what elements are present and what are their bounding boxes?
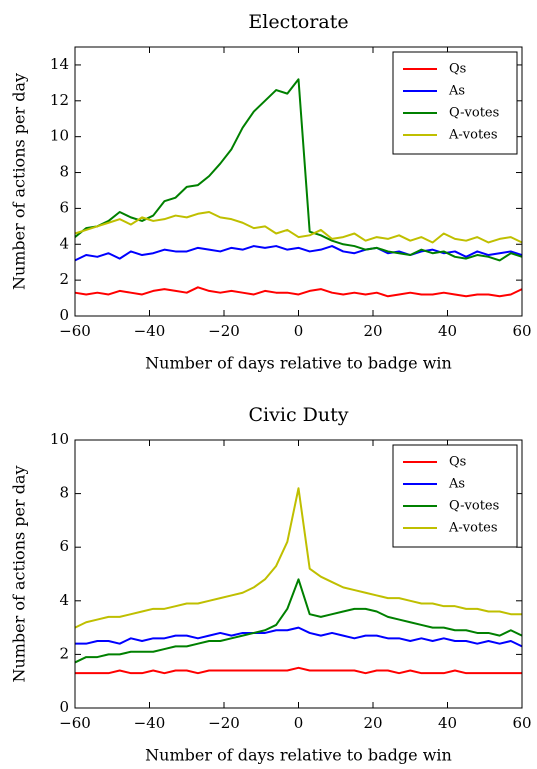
plot-frame xyxy=(74,46,523,317)
x-tick-label: −60 xyxy=(59,714,91,732)
y-tick-label: 14 xyxy=(50,55,69,73)
x-tick-label: 20 xyxy=(363,322,382,340)
legend-label: Q-votes xyxy=(449,106,499,121)
x-tick-label: 40 xyxy=(438,322,457,340)
data-line xyxy=(74,286,523,298)
x-tick-label: 40 xyxy=(438,714,457,732)
y-tick-label: 6 xyxy=(59,198,69,216)
legend-label: Qs xyxy=(449,62,466,77)
data-line xyxy=(75,626,523,648)
y-tick-label: 10 xyxy=(50,430,69,448)
legend-label: Q-votes xyxy=(449,499,499,514)
x-tick-label: 20 xyxy=(363,714,382,732)
y-tick-label: 12 xyxy=(50,91,69,109)
y-tick-label: 8 xyxy=(59,163,69,181)
y-tick-label: 8 xyxy=(59,484,69,502)
legend-label: As xyxy=(448,84,465,99)
y-tick-label: 4 xyxy=(59,591,69,609)
legend-label: As xyxy=(448,477,465,492)
y-tick-label: 2 xyxy=(59,270,69,288)
x-axis-label: Number of days relative to badge win xyxy=(145,354,452,373)
y-axis-label: Number of actions per day xyxy=(10,465,29,682)
legend-label: A-votes xyxy=(448,128,498,143)
x-tick-label: −40 xyxy=(134,322,166,340)
data-line xyxy=(75,666,522,675)
x-tick-label: −40 xyxy=(134,714,166,732)
x-axis-label: Number of days relative to badge win xyxy=(145,746,452,765)
chart-title: Electorate xyxy=(248,11,348,33)
chart-title: Civic Duty xyxy=(249,404,349,426)
y-axis-label: Number of actions per day xyxy=(10,73,29,290)
plot-frame xyxy=(74,439,523,709)
x-tick-label: 0 xyxy=(294,322,304,340)
data-line xyxy=(74,78,523,262)
x-tick-label: −20 xyxy=(208,714,240,732)
data-line xyxy=(74,210,523,244)
x-tick-label: −20 xyxy=(208,322,240,340)
y-tick-label: 4 xyxy=(59,234,69,252)
data-line xyxy=(74,245,523,262)
y-tick-label: 0 xyxy=(59,698,69,716)
x-tick-label: 60 xyxy=(512,322,531,340)
legend-label: A-votes xyxy=(448,521,498,536)
data-line xyxy=(74,578,523,664)
x-tick-label: 0 xyxy=(294,714,304,732)
legend-label: Qs xyxy=(449,455,466,470)
y-tick-label: 10 xyxy=(50,127,69,145)
y-tick-label: 2 xyxy=(59,644,69,662)
data-line xyxy=(74,487,522,629)
x-tick-label: −60 xyxy=(59,322,91,340)
y-tick-label: 6 xyxy=(59,537,69,555)
x-tick-label: 60 xyxy=(512,714,531,732)
y-tick-label: 0 xyxy=(59,306,69,324)
